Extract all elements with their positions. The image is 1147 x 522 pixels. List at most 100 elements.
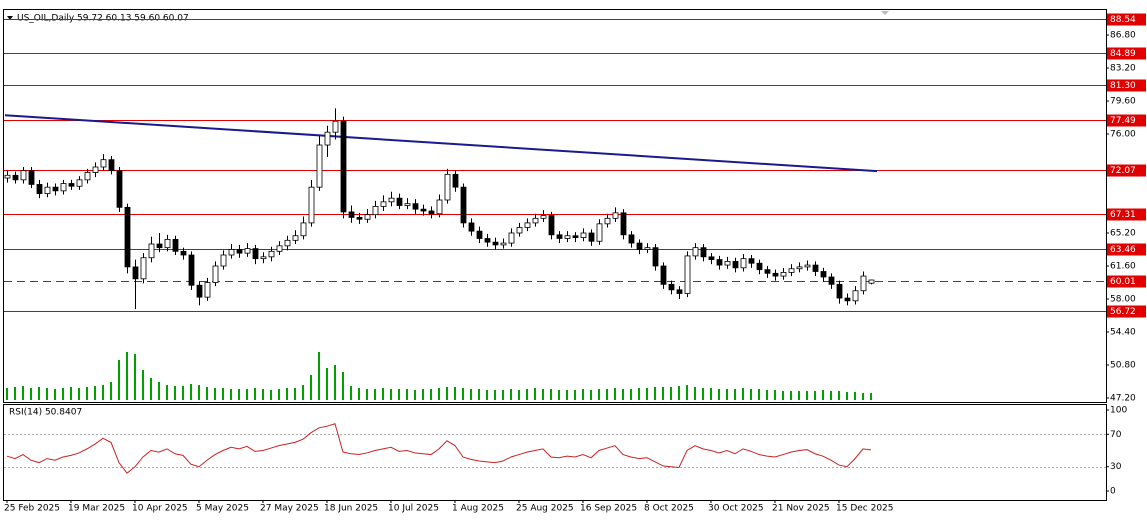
- candle-body: [28, 170, 35, 185]
- candle-body: [140, 257, 147, 280]
- candle-body: [828, 276, 835, 285]
- y-tick-label: 86.80: [1110, 31, 1136, 41]
- shift-marker: [881, 11, 889, 15]
- x-tick-label: 15 Dec 2025: [836, 504, 894, 514]
- candle-body: [548, 215, 555, 236]
- candle-body: [652, 247, 659, 267]
- candle-body: [252, 248, 259, 260]
- candle-body: [820, 271, 827, 278]
- candle-body: [772, 272, 779, 277]
- candle-body: [660, 265, 667, 285]
- candle-body: [260, 256, 267, 260]
- candle-body: [396, 197, 403, 206]
- x-tick-label: 21 Nov 2025: [772, 504, 830, 514]
- candle-body: [300, 222, 307, 237]
- chart-title: US_OIL,Daily 59.72 60.13 59.60 60.07: [17, 14, 189, 24]
- candle-body: [788, 268, 795, 273]
- candle-body: [836, 283, 843, 299]
- candle-body: [468, 222, 475, 232]
- candle-body: [132, 266, 139, 280]
- x-tick-label: 10 Jul 2025: [388, 504, 439, 514]
- x-tick-label: 25 Feb 2025: [4, 504, 60, 514]
- candle-body: [860, 275, 867, 292]
- x-tick-label: 25 Aug 2025: [516, 504, 574, 514]
- candle-body: [196, 284, 203, 298]
- candle-body: [636, 242, 643, 250]
- candle-body: [164, 239, 171, 249]
- candle-body: [692, 247, 699, 257]
- candle-body: [148, 243, 155, 259]
- level-label-box: [1107, 275, 1146, 288]
- candle-body: [60, 183, 67, 192]
- candle-body: [764, 269, 771, 274]
- candle-body: [420, 208, 427, 212]
- candle-body: [748, 258, 755, 264]
- candle-body: [220, 254, 227, 267]
- candle-body: [508, 232, 515, 244]
- level-label: 60.01: [1110, 277, 1136, 287]
- candle-body: [476, 230, 483, 239]
- rsi-tick-label: 30: [1110, 462, 1122, 472]
- candle-body: [844, 297, 851, 302]
- level-label-box: [1107, 164, 1146, 177]
- y-tick-label: 83.20: [1110, 64, 1136, 74]
- level-label: 72.07: [1110, 166, 1136, 176]
- candle-body: [92, 166, 99, 173]
- candle-body: [188, 254, 195, 286]
- candle-body: [124, 206, 131, 268]
- candle-body: [4, 174, 11, 179]
- rsi-panel: [3, 404, 1107, 501]
- candle-body: [628, 234, 635, 244]
- candle-body: [724, 261, 731, 266]
- candle-body: [348, 211, 355, 218]
- level-label: 84.89: [1110, 49, 1136, 59]
- candle-body: [212, 265, 219, 283]
- level-label-box: [1107, 13, 1146, 26]
- x-tick-label: 10 Apr 2025: [132, 504, 188, 514]
- candle-body: [620, 212, 627, 236]
- candle-body: [68, 183, 75, 187]
- candle-body: [492, 241, 499, 246]
- candle-body: [372, 206, 379, 216]
- level-label: 56.72: [1110, 307, 1136, 317]
- candle-body: [572, 235, 579, 238]
- candle-body: [316, 144, 323, 188]
- x-tick-label: 1 Aug 2025: [452, 504, 504, 514]
- level-label: 63.46: [1110, 245, 1136, 255]
- x-tick-label: 5 May 2025: [196, 504, 249, 514]
- candle-body: [700, 247, 707, 258]
- candle-body: [204, 282, 211, 298]
- candle-body: [36, 184, 43, 194]
- candle-body: [804, 264, 811, 268]
- rsi-tick-label: 0: [1110, 487, 1116, 497]
- level-label-box: [1107, 79, 1146, 92]
- rsi-title: RSI(14) 50.8407: [9, 408, 82, 418]
- candle-body: [612, 212, 619, 219]
- candle-body: [516, 227, 523, 234]
- candle-body: [644, 247, 651, 250]
- candle-body: [668, 283, 675, 291]
- candle-body: [228, 249, 235, 256]
- candle-body: [780, 272, 787, 277]
- y-tick-label: 50.80: [1110, 360, 1136, 370]
- candle-body: [356, 217, 363, 220]
- candle-body: [580, 232, 587, 238]
- x-tick-label: 16 Sep 2025: [580, 504, 637, 514]
- level-label: 81.30: [1110, 81, 1136, 91]
- candle-body: [44, 186, 51, 194]
- candle-body: [428, 210, 435, 215]
- candle-body: [332, 120, 339, 133]
- x-tick-label: 30 Oct 2025: [708, 504, 764, 514]
- level-label-box: [1107, 114, 1146, 127]
- x-tick-label: 18 Jun 2025: [324, 504, 378, 514]
- level-label-box: [1107, 47, 1146, 60]
- level-label-box: [1107, 305, 1146, 318]
- candle-body: [604, 217, 611, 225]
- candle-body: [716, 259, 723, 266]
- rsi-tick-label: 70: [1110, 430, 1122, 440]
- candle-body: [244, 248, 251, 254]
- y-tick-label: 79.60: [1110, 97, 1136, 107]
- candle-body: [364, 214, 371, 220]
